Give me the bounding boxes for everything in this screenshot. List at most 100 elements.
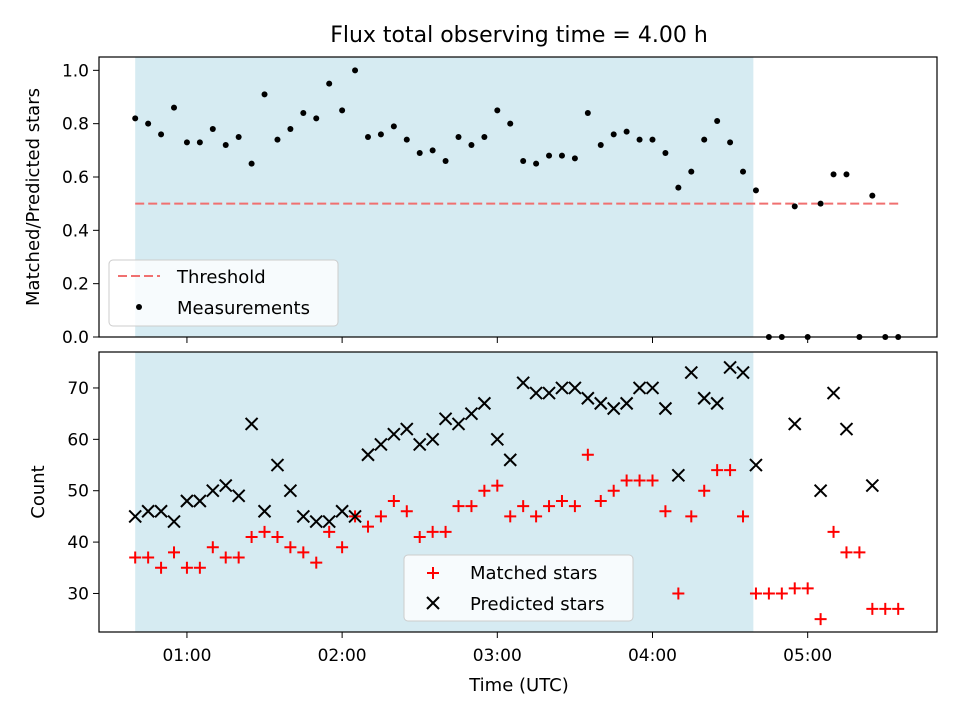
matched-star-point	[310, 556, 323, 569]
predicted-star-point	[736, 365, 750, 380]
predicted-star-point	[128, 509, 142, 524]
predicted-star-point	[257, 504, 272, 518]
predicted-star-point	[632, 381, 647, 395]
legend-measurements-swatch	[136, 304, 142, 310]
matched-star-point	[452, 500, 465, 513]
predicted-star-point	[490, 432, 505, 447]
matched-star-point	[581, 448, 594, 461]
predicted-star-point	[231, 489, 246, 503]
matched-star-point	[206, 541, 219, 554]
matched-star-point	[762, 587, 775, 600]
matched-star-point	[129, 551, 142, 564]
matched-star-point	[530, 510, 543, 523]
measurement-point	[727, 139, 734, 146]
measurement-point	[649, 136, 656, 143]
predicted-star-point	[658, 401, 673, 416]
predicted-star-point	[581, 391, 595, 405]
top-legend-box	[108, 259, 339, 327]
matched-star-point	[465, 500, 478, 513]
matched-star-point	[504, 510, 517, 523]
matched-star-point	[336, 541, 349, 554]
top-y-tick-label: 1.0	[62, 61, 89, 81]
predicted-star-point	[503, 453, 517, 467]
measurement-point	[377, 131, 384, 138]
measurement-point	[533, 160, 540, 167]
measurement-point	[571, 155, 578, 162]
matched-star-point	[672, 587, 685, 600]
measurement-point	[610, 131, 617, 138]
legend-predicted-label: Predicted stars	[470, 594, 604, 615]
predicted-star-point	[283, 484, 298, 498]
predicted-star-point	[788, 417, 802, 431]
matched-star-point	[827, 525, 840, 538]
matched-star-point	[180, 561, 193, 574]
matched-star-point	[193, 561, 206, 574]
top-legend: Threshold Measurements	[108, 259, 339, 327]
predicted-star-point	[451, 417, 466, 431]
legend-threshold-label: Threshold	[176, 267, 266, 288]
measurement-point	[132, 115, 139, 122]
predicted-star-point	[671, 468, 686, 483]
measurement-point	[196, 139, 203, 146]
measurement-point	[171, 104, 178, 111]
measurement-point	[339, 107, 346, 114]
matched-star-point	[517, 500, 530, 513]
legend-measurements-label: Measurements	[177, 298, 310, 319]
bottom-y-tick-label: 40	[67, 533, 89, 553]
legend-matched-label: Matched stars	[470, 563, 597, 584]
bottom-x-tick-label: 03:00	[473, 646, 522, 666]
measurement-point	[364, 134, 371, 140]
bottom-x-tick-label: 02:00	[318, 646, 367, 666]
matched-star-point	[297, 546, 310, 559]
measurement-point	[843, 171, 850, 178]
measurement-point	[468, 142, 475, 148]
measurement-point	[429, 147, 436, 154]
matched-star-point	[400, 505, 413, 518]
measurement-point	[494, 107, 501, 114]
predicted-star-point	[141, 504, 155, 518]
measurement-point	[817, 200, 824, 207]
bottom-y-tick-label: 60	[67, 430, 89, 450]
predicted-star-point	[167, 514, 181, 529]
measurement-point	[416, 150, 423, 156]
matched-star-point	[555, 494, 568, 507]
predicted-star-point	[594, 396, 608, 411]
predicted-star-point	[244, 417, 259, 431]
matched-star-point	[607, 484, 620, 497]
measurement-point	[403, 136, 410, 143]
predicted-star-point	[813, 484, 828, 498]
legend-predicted-swatch	[426, 596, 440, 610]
bottom-legend-box	[403, 554, 634, 622]
predicted-star-point	[180, 494, 194, 508]
matched-star-point	[892, 602, 905, 615]
matched-star-point	[685, 510, 698, 523]
matched-star-point	[491, 479, 504, 492]
measurement-point	[158, 131, 165, 138]
measurement-point	[701, 136, 708, 143]
predicted-star-point	[425, 432, 440, 447]
matched-star-point	[711, 464, 724, 477]
measurement-point	[520, 158, 527, 164]
predicted-star-point	[619, 396, 634, 411]
matched-star-point	[426, 525, 439, 538]
legend-matched-swatch	[427, 567, 439, 579]
matched-star-point	[374, 510, 387, 523]
x-axis-label: Time (UTC)	[468, 675, 569, 696]
top-y-axis-label: Matched/Predicted stars	[23, 88, 44, 306]
matched-star-point	[543, 500, 556, 513]
predicted-star-point	[568, 381, 582, 395]
top-panel: 0.0 0.2 0.4 0.6 0.8 1.0 Threshold Measurements	[62, 56, 938, 348]
matched-star-point	[866, 602, 879, 615]
matched-star-point	[801, 582, 814, 595]
matched-star-point	[323, 525, 336, 538]
measurement-point	[287, 126, 294, 132]
top-axes-frame	[98, 56, 938, 338]
measurement-point	[235, 134, 242, 140]
matched-star-point	[840, 546, 853, 559]
bottom-y-tick-label: 70	[67, 379, 89, 399]
matched-star-point	[737, 510, 750, 523]
predicted-star-point	[697, 391, 711, 405]
measurement-point	[300, 110, 307, 116]
bottom-panel: 30 40 50 60 70 01:00 02:00 03:00 04:00 05:00 Match…	[67, 351, 938, 666]
